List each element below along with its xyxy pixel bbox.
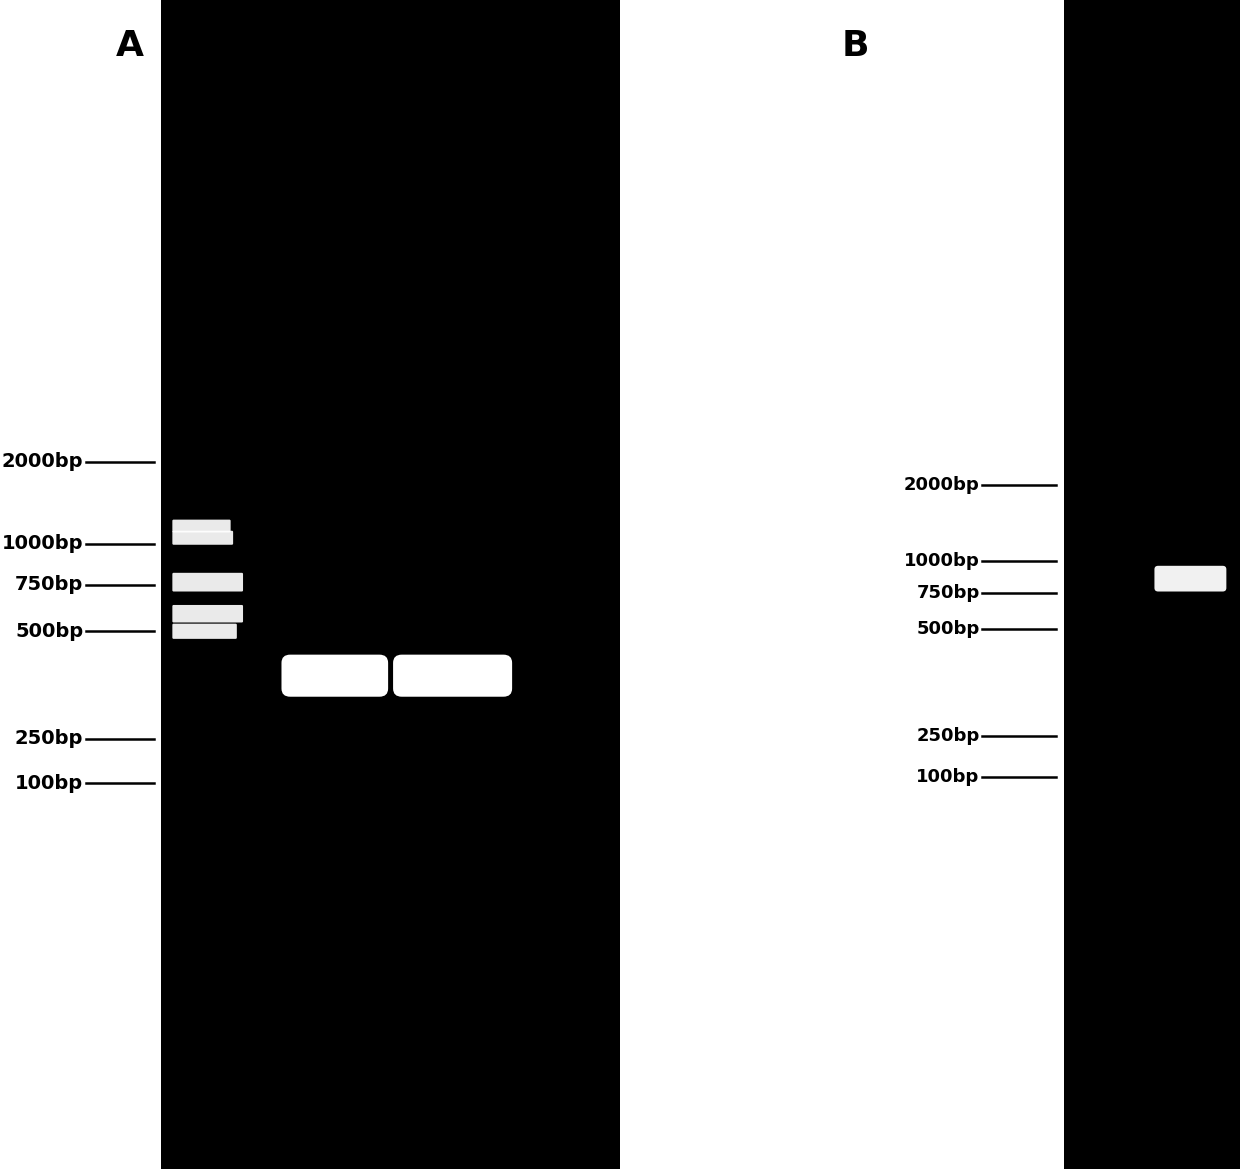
Text: 500bp: 500bp (916, 620, 980, 638)
FancyBboxPatch shape (172, 519, 231, 532)
Text: 1000bp: 1000bp (1, 534, 83, 553)
Text: 750bp: 750bp (15, 575, 83, 594)
Text: 2000bp: 2000bp (904, 476, 980, 494)
FancyBboxPatch shape (172, 606, 243, 623)
FancyBboxPatch shape (172, 624, 237, 638)
Text: 750bp: 750bp (916, 583, 980, 602)
Text: B: B (842, 29, 869, 63)
Text: 250bp: 250bp (15, 729, 83, 748)
Text: 1000bp: 1000bp (904, 552, 980, 570)
FancyBboxPatch shape (172, 573, 243, 592)
Bar (161, 0, 620, 1169)
FancyBboxPatch shape (172, 531, 233, 545)
Text: A: A (117, 29, 144, 63)
Text: 100bp: 100bp (916, 768, 980, 787)
FancyBboxPatch shape (393, 655, 512, 697)
FancyBboxPatch shape (1154, 566, 1226, 592)
Text: 250bp: 250bp (916, 727, 980, 746)
Text: 2000bp: 2000bp (1, 452, 83, 471)
Text: 100bp: 100bp (15, 774, 83, 793)
FancyBboxPatch shape (281, 655, 388, 697)
Bar (1064, 0, 1240, 1169)
Text: 500bp: 500bp (15, 622, 83, 641)
